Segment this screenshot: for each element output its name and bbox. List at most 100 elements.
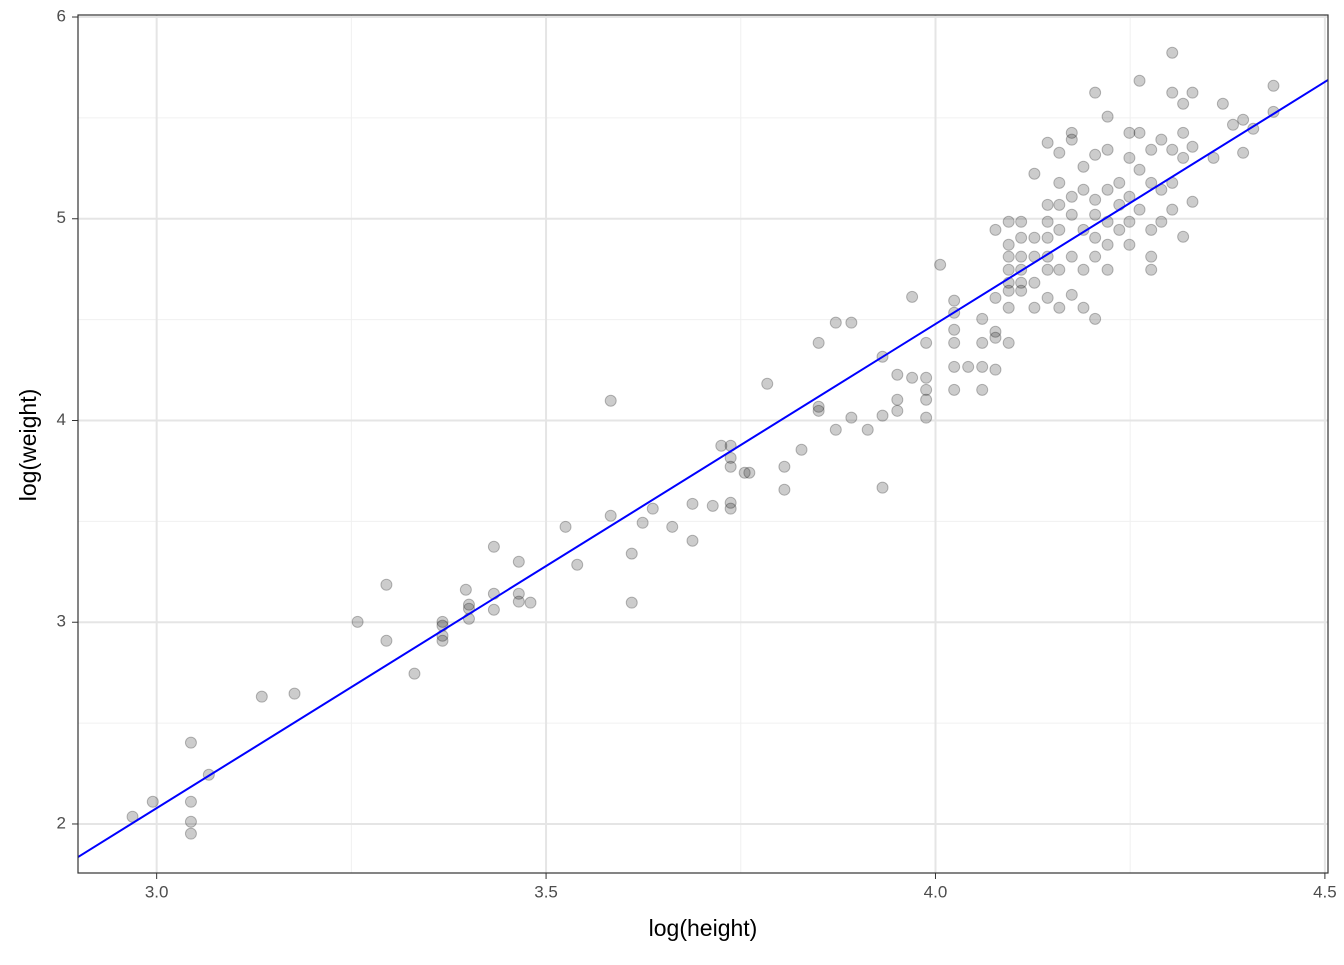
point [845, 316, 858, 329]
point [380, 634, 393, 647]
point [1113, 176, 1126, 189]
point [351, 615, 364, 628]
point [184, 827, 197, 840]
x-tick-label: 4.5 [1313, 882, 1337, 901]
x-axis-title: log(height) [649, 915, 758, 941]
point [1177, 126, 1190, 139]
point [962, 360, 975, 373]
point [795, 443, 808, 456]
point [1041, 231, 1054, 244]
point [436, 634, 449, 647]
point [724, 460, 737, 473]
point [1053, 198, 1066, 211]
point [1077, 263, 1090, 276]
point [989, 325, 1002, 338]
point [1207, 151, 1220, 164]
point [1053, 301, 1066, 314]
point [920, 383, 933, 396]
point [1089, 250, 1102, 263]
point [1145, 176, 1158, 189]
point [1101, 238, 1114, 251]
point [1186, 195, 1199, 208]
y-tick-label: 2 [57, 813, 66, 832]
point [1166, 143, 1179, 156]
point [1123, 238, 1136, 251]
point [812, 404, 825, 417]
point [876, 481, 889, 494]
point [920, 336, 933, 349]
point [1166, 203, 1179, 216]
y-tick-label: 5 [57, 208, 66, 227]
point [1089, 86, 1102, 99]
point [1216, 97, 1229, 110]
point [1123, 215, 1136, 228]
y-axis-title: log(weight) [15, 389, 41, 502]
point [1089, 231, 1102, 244]
point [146, 795, 159, 808]
point [255, 690, 268, 703]
point [948, 336, 961, 349]
point [829, 423, 842, 436]
point [1155, 133, 1168, 146]
panel-border [77, 14, 1329, 874]
point [1065, 250, 1078, 263]
point [989, 363, 1002, 376]
point [646, 502, 659, 515]
point [512, 555, 525, 568]
point [891, 404, 904, 417]
point [761, 377, 774, 390]
point [1002, 250, 1015, 263]
point [812, 400, 825, 413]
y-tick-label: 4 [57, 410, 66, 429]
point [829, 316, 842, 329]
point [604, 509, 617, 522]
point [934, 258, 947, 271]
point [1053, 263, 1066, 276]
point [1002, 215, 1015, 228]
point [1166, 86, 1179, 99]
point [184, 795, 197, 808]
point [1002, 284, 1015, 297]
point [487, 603, 500, 616]
point [715, 439, 728, 452]
point [1186, 86, 1199, 99]
point [184, 736, 197, 749]
point [724, 502, 737, 515]
point [1145, 250, 1158, 263]
point [948, 383, 961, 396]
point [666, 520, 679, 533]
point [1089, 208, 1102, 221]
point [778, 460, 791, 473]
point [1077, 160, 1090, 173]
point [1015, 250, 1028, 263]
point [288, 687, 301, 700]
point [1101, 143, 1114, 156]
point [876, 409, 889, 422]
point [1101, 263, 1114, 276]
point [625, 547, 638, 560]
point [1002, 336, 1015, 349]
point [1267, 79, 1280, 92]
y-tick-label: 3 [57, 612, 66, 631]
point [989, 291, 1002, 304]
point [1226, 118, 1239, 131]
point [1133, 203, 1146, 216]
point [1053, 176, 1066, 189]
point [459, 583, 472, 596]
x-tick-label: 3.5 [534, 882, 558, 901]
point [891, 393, 904, 406]
point [1028, 231, 1041, 244]
point [1123, 151, 1136, 164]
point [920, 411, 933, 424]
point [743, 466, 756, 479]
point [891, 368, 904, 381]
x-tick-label: 3.0 [145, 882, 169, 901]
point [1237, 113, 1250, 126]
point [976, 360, 989, 373]
point [738, 466, 751, 479]
point [1133, 126, 1146, 139]
point [436, 615, 449, 628]
point [948, 360, 961, 373]
point [1015, 276, 1028, 289]
